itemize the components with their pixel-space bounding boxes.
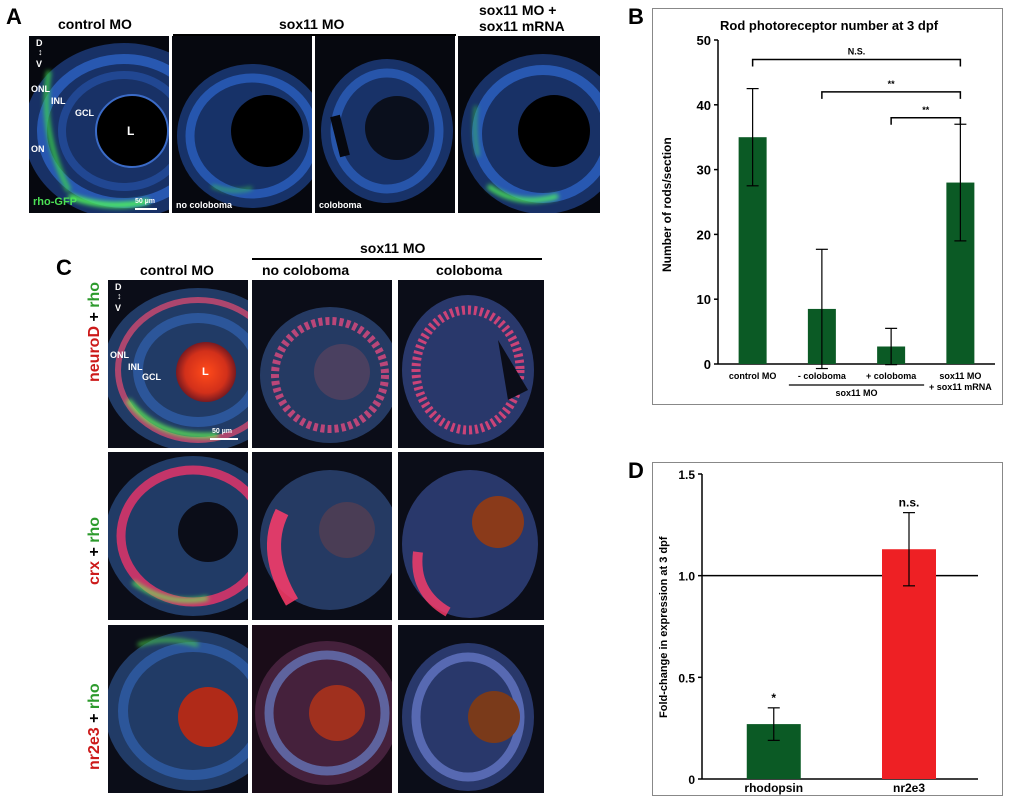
layer-onl: ONL — [31, 84, 50, 94]
chart-b-category-label: sox11 MO — [939, 371, 981, 381]
micrograph-c-crx-no-coloboma — [252, 452, 392, 620]
chart-b-sig-label: ** — [888, 79, 896, 89]
c-layer-onl: ONL — [110, 350, 129, 360]
panel-c-group-header: sox11 MO — [360, 240, 426, 256]
row-label-1: crx + rho — [86, 517, 104, 585]
row-label-2: nr2e3 + rho — [86, 683, 104, 770]
row-label-1-plus: + — [86, 542, 103, 561]
micrograph-c-neurod-coloboma — [398, 280, 544, 448]
chart-b-ytick-label: 20 — [697, 227, 711, 242]
chart-b-ytick-label: 50 — [697, 33, 711, 48]
layer-gcl: GCL — [75, 108, 94, 118]
chart-b: 0 10 20 30 40 50 control MO - coloboma + colobom… — [697, 33, 995, 398]
panel-c-col-header-0: control MO — [140, 262, 214, 278]
panel-a-letter: A — [6, 4, 22, 29]
panel-b-frame — [652, 8, 1003, 405]
panel-a-header-control: control MO — [58, 16, 132, 32]
row-label-2-red: nr2e3 — [86, 727, 103, 770]
chart-d: 0 0.5 1.0 1.5 * rhodopsin n.s. nr2e3 — [678, 468, 978, 795]
chart-b-category-label: - coloboma — [798, 371, 847, 381]
chart-b-sig-label: ** — [922, 105, 930, 115]
micrograph-c-neurod-control: D ↕ V ONL INL GCL L 50 µm — [108, 280, 248, 448]
c-layer-inl: INL — [128, 362, 143, 372]
chart-b-ytick-label: 0 — [704, 357, 711, 372]
sub-label-no-coloboma: no coloboma — [176, 200, 232, 210]
chart-b-sig-bracket — [751, 58, 962, 67]
panel-a-header-rescue-2: sox11 mRNA — [479, 18, 565, 34]
orientation-d: D — [36, 38, 43, 48]
micrograph-c-neurod-no-coloboma — [252, 280, 392, 448]
chart-d-ytick-label: 1.0 — [678, 570, 695, 584]
orientation-arrow: ↕ — [38, 47, 43, 57]
c-orientation-d: D — [115, 282, 122, 292]
micrograph-c-nr2e3-control — [108, 625, 248, 793]
chart-b-group-label: sox11 MO — [835, 388, 877, 398]
row-label-2-green: rho — [86, 683, 103, 710]
c-lens-label: L — [202, 366, 209, 378]
orientation-v: V — [36, 59, 43, 69]
chart-b-ytick-label: 40 — [697, 98, 711, 113]
panel-a-header-sox11: sox11 MO — [279, 16, 345, 32]
chart-d-annotation: * — [771, 691, 776, 705]
chart-b-title: Rod photoreceptor number at 3 dpf — [720, 18, 939, 33]
chart-d-annotation: n.s. — [899, 496, 920, 510]
panel-b-letter: B — [628, 4, 644, 29]
chart-b-category-label: control MO — [729, 371, 777, 381]
panel-c-letter: C — [56, 255, 72, 280]
chart-d-ytick-label: 0 — [688, 773, 695, 787]
c-scale-label: 50 µm — [212, 428, 232, 435]
chart-d-category-label: nr2e3 — [893, 781, 925, 795]
panel-d-frame — [652, 462, 1003, 796]
micrograph-a-rescue — [458, 36, 600, 213]
chart-b-ytick-label: 30 — [697, 163, 711, 178]
lens-label: L — [127, 124, 135, 138]
c-orientation-arrow: ↕ — [117, 291, 122, 301]
chart-d-bar — [882, 549, 936, 779]
c-orientation-v: V — [115, 303, 122, 313]
micrograph-c-nr2e3-no-coloboma — [252, 625, 392, 793]
chart-d-category-label: rhodopsin — [744, 781, 803, 795]
row-label-0-green: rho — [86, 281, 103, 308]
chart-b-sig-bracket — [890, 117, 962, 125]
panel-c-col-header-1: no coloboma — [262, 262, 350, 278]
micrograph-c-crx-control — [108, 452, 248, 620]
reporter-label: rho-GFP — [33, 196, 77, 208]
c-layer-gcl: GCL — [142, 372, 161, 382]
panel-a-header-rescue-1: sox11 MO + — [479, 2, 557, 18]
layer-on: ON — [31, 144, 45, 154]
scale-label: 50 µm — [135, 198, 155, 205]
panel-a-header-rule — [173, 34, 456, 36]
scale-bar — [135, 208, 157, 210]
chart-b-category-label: + sox11 mRNA — [929, 382, 992, 392]
row-label-0-plus: + — [86, 307, 103, 326]
micrograph-c-nr2e3-coloboma — [398, 625, 544, 793]
chart-b-ytick-label: 10 — [697, 292, 711, 307]
chart-b-sig-bracket — [821, 91, 962, 99]
panel-c-group-rule — [252, 258, 542, 260]
c-scale-bar — [210, 438, 238, 440]
row-label-1-red: crx — [86, 560, 103, 585]
row-label-1-green: rho — [86, 516, 103, 543]
sub-label-coloboma: coloboma — [319, 200, 362, 210]
micrograph-a-control: D ↕ V ONL INL GCL ON L rho-GFP 50 µm — [29, 36, 169, 213]
chart-b-sig-label: N.S. — [848, 46, 866, 56]
row-label-2-plus: + — [86, 709, 103, 728]
micrograph-c-crx-coloboma — [398, 452, 544, 620]
panel-d-letter: D — [628, 458, 644, 483]
micrograph-a-coloboma: coloboma — [315, 36, 455, 213]
panel-c-col-header-2: coloboma — [436, 262, 503, 278]
row-label-0-red: neuroD — [86, 326, 103, 382]
micrograph-a-no-coloboma: no coloboma — [172, 36, 312, 213]
layer-inl: INL — [51, 96, 66, 106]
chart-d-ytick-label: 1.5 — [678, 468, 695, 482]
row-label-0: neuroD + rho — [86, 282, 104, 382]
chart-d-ytick-label: 0.5 — [678, 671, 695, 685]
chart-b-category-label: + coloboma — [866, 371, 917, 381]
